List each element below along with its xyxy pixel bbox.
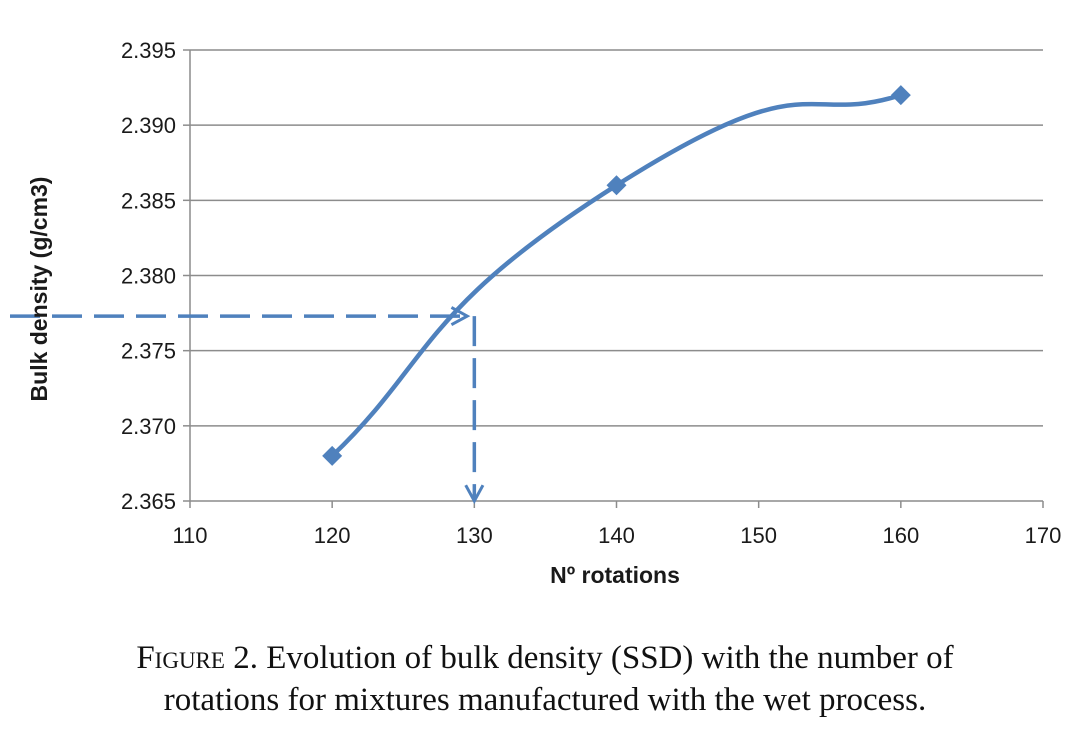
y-tick-label: 2.395: [121, 38, 176, 63]
x-axis-title: Nº rotations: [550, 562, 680, 588]
arrow-head: [464, 484, 485, 505]
x-tick-label: 110: [172, 523, 207, 548]
y-tick-label: 2.390: [121, 113, 176, 138]
data-point: [606, 175, 627, 196]
figure-label: Figure: [136, 640, 225, 676]
x-tick-label: 120: [314, 523, 351, 548]
x-tick-label: 160: [882, 523, 919, 548]
y-tick-label: 2.380: [121, 264, 176, 289]
x-tick-labels: 110 120 130 140 150 160 170: [172, 523, 1061, 548]
caption-line-1: Figure 2. Evolution of bulk density (SSD…: [0, 637, 1090, 679]
y-tick-labels: 2.365 2.370 2.375 2.380 2.385 2.390 2.395: [121, 38, 176, 514]
data-point: [890, 85, 911, 106]
y-tick-label: 2.365: [121, 489, 176, 514]
y-tick-label: 2.375: [121, 339, 176, 364]
axes: [183, 49, 1044, 508]
data-series: [322, 85, 911, 466]
x-tick-label: 170: [1025, 523, 1062, 548]
figure-caption: Figure 2. Evolution of bulk density (SSD…: [0, 637, 1090, 721]
caption-line-1-text: 2. Evolution of bulk density (SSD) with …: [224, 640, 954, 676]
y-tick-label: 2.370: [121, 414, 176, 439]
x-tick-label: 130: [456, 523, 493, 548]
grid-lines: [190, 49, 1043, 427]
x-tick-label: 150: [740, 523, 777, 548]
annotations: [10, 306, 485, 505]
y-axis-title: Bulk density (g/cm3): [26, 177, 52, 402]
caption-line-2: rotations for mixtures manufactured with…: [163, 682, 927, 718]
data-point: [322, 445, 343, 466]
x-tick-label: 140: [598, 523, 635, 548]
y-tick-label: 2.385: [121, 188, 176, 213]
